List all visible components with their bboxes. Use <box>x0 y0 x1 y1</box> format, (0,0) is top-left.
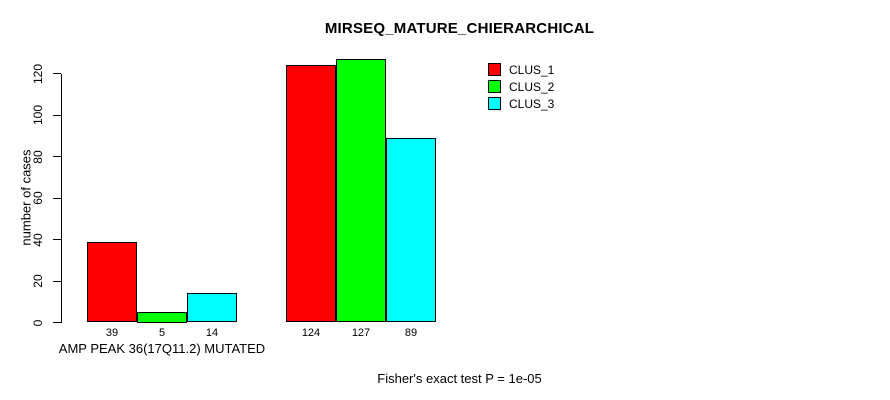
y-tick-mark <box>53 239 61 240</box>
legend-label: CLUS_2 <box>509 79 555 94</box>
bar-clus_3-group2 <box>386 137 436 323</box>
y-tick-mark <box>53 73 61 74</box>
legend-swatch-icon <box>488 97 501 110</box>
bar-value-label: 5 <box>158 326 166 339</box>
y-tick-label: 20 <box>31 274 45 288</box>
y-tick-label: 80 <box>31 149 45 164</box>
bar-clus_2-group1 <box>137 312 187 323</box>
y-tick-mark <box>53 197 61 199</box>
legend: CLUS_1 CLUS_2 CLUS_3 <box>488 61 554 112</box>
legend-label: CLUS_1 <box>509 62 555 77</box>
y-tick-label: 120 <box>31 63 45 84</box>
y-tick-mark <box>53 322 61 323</box>
legend-item-clus_2: CLUS_2 <box>488 78 554 95</box>
y-axis-line <box>61 73 63 323</box>
y-tick-label: 0 <box>31 319 45 326</box>
legend-swatch-icon <box>488 80 501 93</box>
x-axis-group-label: AMP PEAK 36(17Q11.2) MUTATED <box>58 341 266 356</box>
bar-value-label: 124 <box>301 326 321 339</box>
y-tick-mark <box>53 156 61 157</box>
bar-clus_2-group2 <box>336 58 386 323</box>
bar-value-label: 14 <box>205 326 219 339</box>
legend-item-clus_3: CLUS_3 <box>488 95 554 112</box>
y-tick-label: 100 <box>31 104 45 126</box>
y-tick-mark <box>53 280 61 282</box>
bar-value-label: 89 <box>404 326 418 339</box>
legend-swatch-icon <box>488 63 501 76</box>
bar-clus_1-group2 <box>286 65 336 323</box>
y-tick-label: 60 <box>31 191 45 205</box>
y-tick-label: 40 <box>31 232 45 247</box>
bar-clus_3-group1 <box>187 293 237 323</box>
legend-item-clus_1: CLUS_1 <box>488 61 554 78</box>
legend-label: CLUS_3 <box>509 96 555 111</box>
bar-value-label: 127 <box>351 326 371 339</box>
bar-clus_1-group1 <box>87 241 137 323</box>
y-tick-mark <box>53 114 61 116</box>
annotation-text: Fisher's exact test P = 1e-05 <box>377 371 542 386</box>
chart-title: MIRSEQ_MATURE_CHIERARCHICAL <box>324 20 595 37</box>
bar-value-label: 39 <box>105 326 119 339</box>
